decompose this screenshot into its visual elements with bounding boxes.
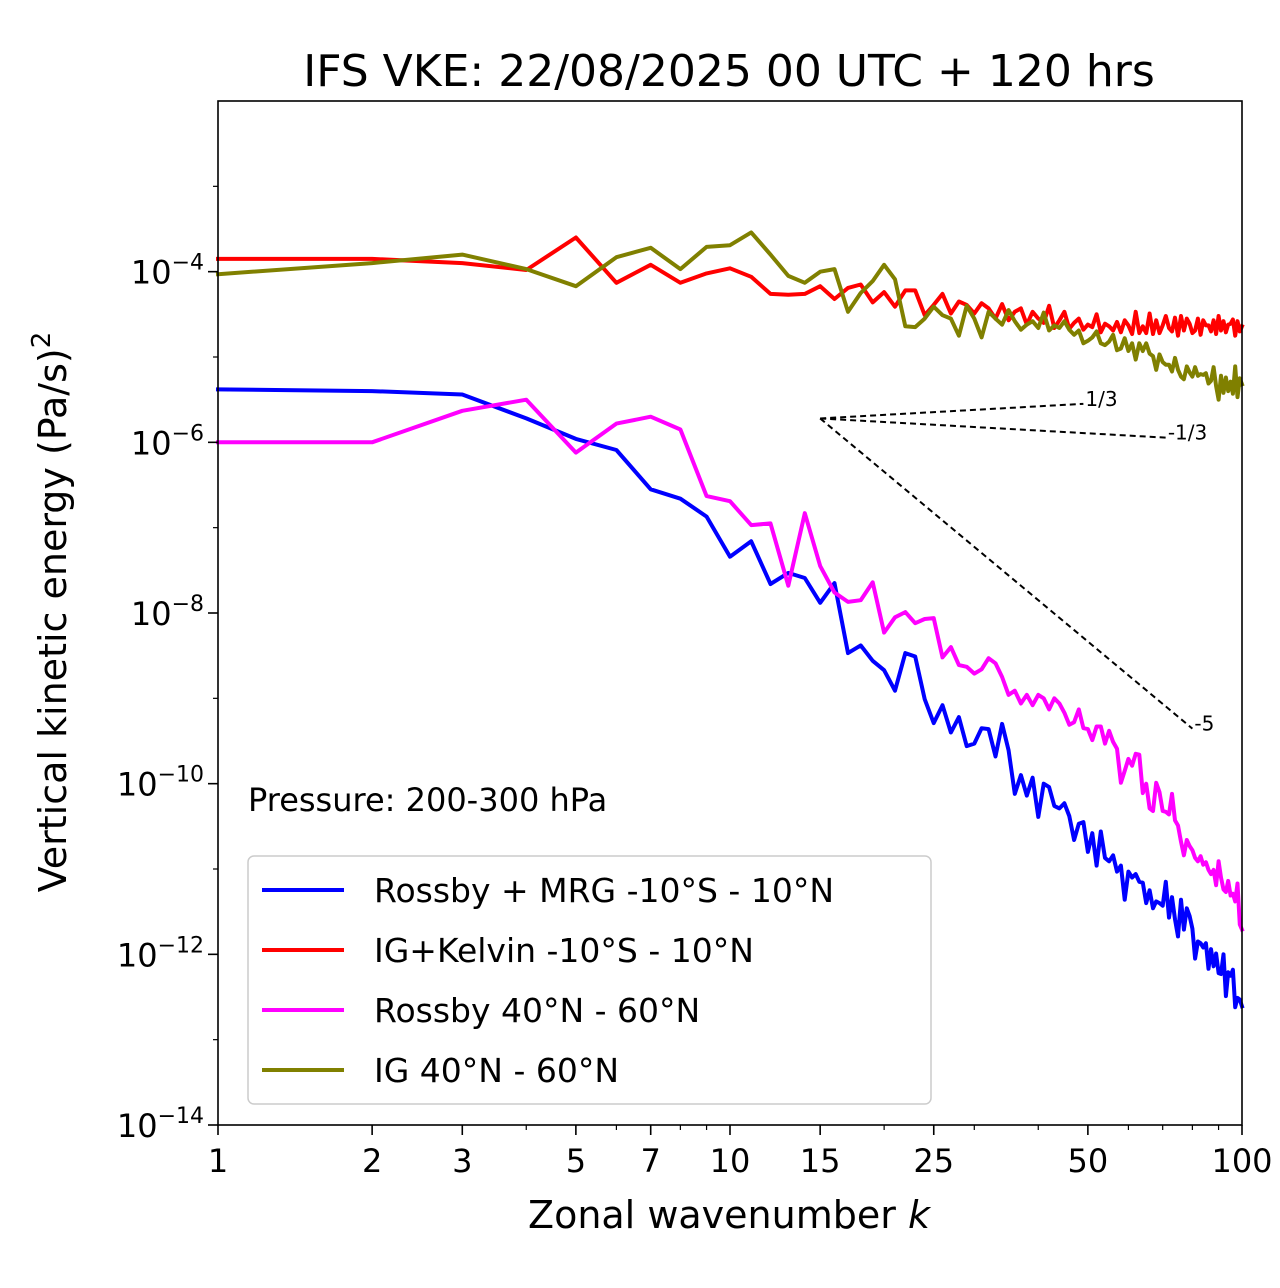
series-line-1	[216, 235, 1245, 338]
series-line-0	[215, 387, 1245, 1010]
legend-label-3: IG 40°N - 60°N	[374, 1051, 619, 1090]
y-tick-label-4: 10−12	[117, 933, 204, 974]
y-axis-ticks: 10−4 10−6 10−8 10−10 10−12 10−14	[117, 185, 218, 1145]
legend-box	[247, 855, 932, 1105]
x-tick-label-5: 10	[710, 1142, 751, 1180]
x-axis-label: Zonal wavenumber k	[528, 1193, 932, 1237]
x-tick-label-9: 100	[1211, 1142, 1272, 1180]
reference-slopes: 1/3 -1/3 -5	[819, 387, 1214, 736]
y-axis-label: Vertical kinetic energy (Pa/s)2	[27, 332, 75, 893]
slope-line-2	[819, 417, 1194, 730]
slope-label-2: -5	[1194, 712, 1214, 736]
series-layer	[215, 230, 1245, 1010]
y-tick-label-5: 10−14	[117, 1104, 204, 1145]
series-line-3	[215, 230, 1245, 402]
series-line-2	[216, 397, 1245, 933]
x-tick-label-3: 5	[566, 1142, 586, 1180]
legend-label-0: Rossby + MRG -10°S - 10°N	[374, 871, 834, 910]
slope-label-1: -1/3	[1168, 421, 1207, 445]
y-tick-label-3: 10−10	[117, 763, 204, 804]
x-tick-label-8: 50	[1068, 1142, 1109, 1180]
slope-line-0	[820, 402, 1084, 420]
y-tick-label-2: 10−8	[131, 592, 204, 633]
slope-line-1	[820, 417, 1166, 439]
slope-label-0: 1/3	[1085, 387, 1117, 411]
legend-label-1: IG+Kelvin -10°S - 10°N	[374, 931, 754, 970]
x-tick-label-4: 7	[641, 1142, 661, 1180]
y-tick-label-0: 10−4	[131, 251, 204, 292]
x-tick-label-7: 25	[913, 1142, 954, 1180]
legend-label-2: Rossby 40°N - 60°N	[374, 991, 700, 1030]
y-tick-label-1: 10−6	[131, 421, 204, 462]
x-tick-label-2: 3	[452, 1142, 472, 1180]
x-tick-label-1: 2	[362, 1142, 382, 1180]
pressure-annotation: Pressure: 200-300 hPa	[248, 781, 607, 819]
x-tick-label-0: 1	[208, 1142, 228, 1180]
x-tick-label-6: 15	[800, 1142, 841, 1180]
legend: Rossby + MRG -10°S - 10°N IG+Kelvin -10°S…	[247, 855, 932, 1105]
chart-title: IFS VKE: 22/08/2025 00 UTC + 120 hrs	[303, 46, 1155, 97]
x-axis-ticks: 1 2 3 5 7 10 15 25 50 100	[208, 1125, 1273, 1180]
